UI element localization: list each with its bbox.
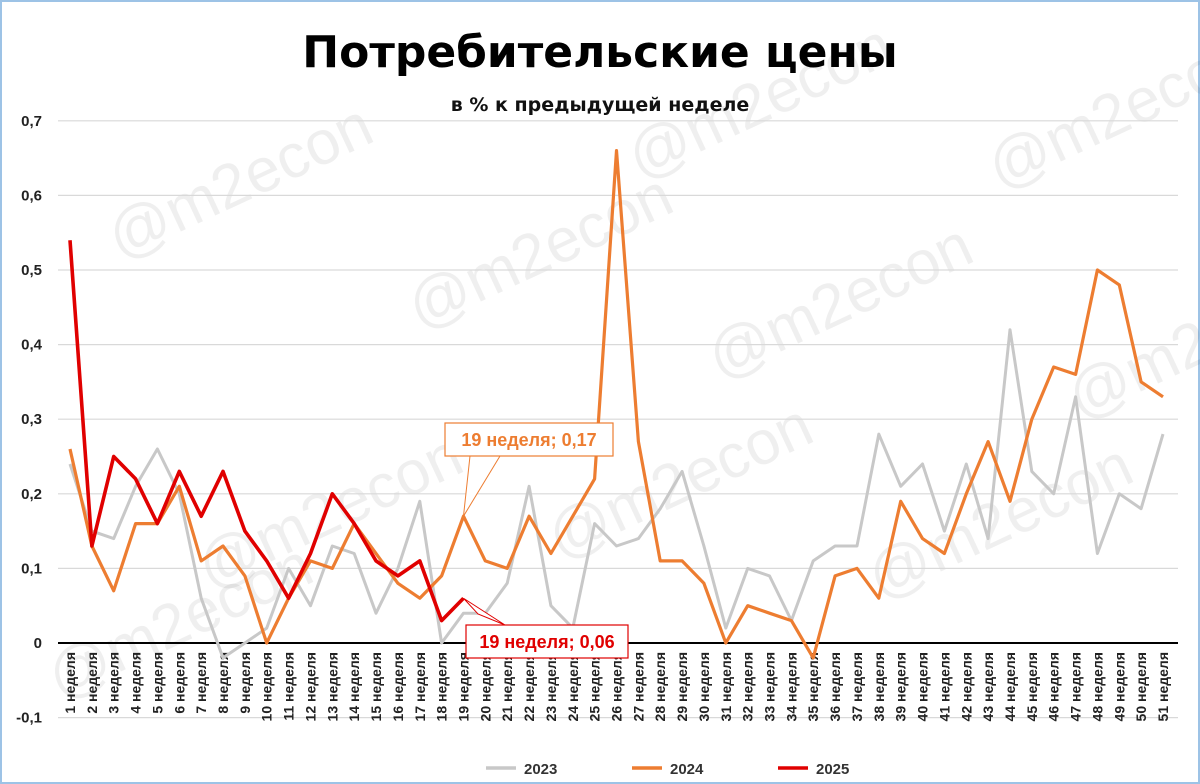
x-tick-label: 12 неделя	[302, 652, 318, 721]
x-tick-label: 50 неделя	[1133, 652, 1149, 721]
annotation-box	[444, 422, 614, 457]
annotation-box	[465, 624, 629, 659]
x-tick-label: 4 неделя	[128, 652, 144, 714]
x-tick-label: 38 неделя	[871, 652, 887, 721]
annotations: 19 неделя; 0,17 19 неделя; 0,06	[444, 422, 629, 659]
chart-title: Потребительские цены	[302, 27, 897, 78]
chart-subtitle: в % к предыдущей неделе	[451, 94, 750, 116]
x-tick-label: 21 неделя	[499, 652, 515, 721]
x-tick-label: 25 неделя	[587, 652, 603, 721]
x-tick-label: 24 неделя	[565, 652, 581, 721]
x-tick-label: 31 неделя	[718, 652, 734, 721]
annotation-2025: 19 неделя; 0,06	[463, 597, 629, 659]
x-tick-label: 34 неделя	[783, 652, 799, 721]
x-tick-label: 14 неделя	[346, 652, 362, 721]
x-tick-label: 8 неделя	[215, 652, 231, 714]
x-tick-label: 36 неделя	[827, 652, 843, 721]
watermark-text: @m2econ	[977, 20, 1200, 202]
x-tick-label: 2 неделя	[84, 652, 100, 714]
x-tick-label: 45 неделя	[1024, 652, 1040, 721]
x-tick-label: 26 неделя	[609, 652, 625, 721]
x-tick-label: 13 неделя	[324, 652, 340, 721]
x-tick-label: 27 неделя	[630, 652, 646, 721]
annotation-leader	[463, 597, 506, 626]
x-tick-label: 40 неделя	[915, 652, 931, 721]
watermark-text: @m2econ	[397, 160, 683, 342]
x-tick-label: 42 неделя	[958, 652, 974, 721]
x-tick-label: 33 неделя	[762, 652, 778, 721]
x-tick-label: 6 неделя	[171, 652, 187, 714]
y-tick-label: 0,4	[21, 337, 43, 354]
x-tick-label: 47 неделя	[1068, 652, 1084, 721]
annotation-2024: 19 неделя; 0,17	[444, 422, 614, 517]
legend-label: 2025	[816, 761, 849, 778]
x-tick-label: 37 неделя	[849, 652, 865, 721]
y-tick-label: 0,3	[21, 411, 42, 428]
y-tick-label: -0,1	[16, 710, 42, 727]
annotation-label: 19 неделя; 0,06	[479, 632, 614, 652]
y-tick-label: 0,2	[21, 486, 42, 503]
watermark-text: @m2econ	[537, 390, 823, 572]
y-tick-label: 0,7	[21, 113, 42, 130]
annotation-label: 19 неделя; 0,17	[461, 430, 596, 450]
series-2024	[68, 149, 1164, 660]
y-tick-label: 0,1	[21, 560, 42, 577]
x-tick-label: 7 неделя	[193, 652, 209, 714]
x-tick-label: 49 неделя	[1111, 652, 1127, 721]
x-tick-label: 10 неделя	[259, 652, 275, 721]
x-tick-label: 9 неделя	[237, 652, 253, 714]
x-tick-label: 29 неделя	[674, 652, 690, 721]
legend-item-2025: 2025	[778, 761, 849, 778]
x-tick-label: 39 неделя	[893, 652, 909, 721]
x-tick-label: 23 неделя	[543, 652, 559, 721]
x-tick-label: 15 неделя	[368, 652, 384, 721]
series-2025	[68, 240, 465, 623]
x-tick-label: 3 неделя	[106, 652, 122, 714]
x-tick-label: 11 неделя	[281, 652, 297, 721]
y-tick-label: 0	[34, 635, 42, 652]
legend-label: 2023	[524, 761, 557, 778]
x-tick-label: 41 неделя	[936, 652, 952, 721]
legend-item-2023: 2023	[486, 761, 557, 778]
x-tick-label: 44 неделя	[1002, 652, 1018, 721]
x-tick-label: 48 неделя	[1089, 652, 1105, 721]
legend-item-2024: 2024	[632, 761, 704, 778]
x-tick-label: 46 неделя	[1046, 652, 1062, 721]
x-tick-label: 32 неделя	[740, 652, 756, 721]
y-tick-label: 0,5	[21, 262, 42, 279]
y-axis-ticks: -0,1 0 0,1 0,2 0,3 0,4 0,5 0,6 0,7	[16, 113, 43, 727]
x-tick-label: 17 неделя	[412, 652, 428, 721]
x-tick-label: 51 неделя	[1155, 652, 1171, 721]
legend-label: 2024	[670, 761, 704, 778]
y-tick-label: 0,6	[21, 187, 42, 204]
x-tick-label: 19 неделя	[455, 652, 471, 721]
annotation-leader	[462, 455, 501, 517]
x-tick-label: 35 неделя	[805, 652, 821, 721]
x-tick-label: 28 неделя	[652, 652, 668, 721]
x-axis-ticks: 1 неделя 2 неделя 3 неделя 4 неделя 5 неделя…	[62, 652, 1171, 721]
x-tick-label: 43 неделя	[980, 652, 996, 721]
x-tick-label: 1 неделя	[62, 652, 78, 714]
x-tick-label: 20 неделя	[477, 652, 493, 721]
watermark-text: @m2econ	[97, 90, 383, 272]
watermark-text: @m2econ	[697, 210, 983, 392]
x-tick-label: 18 неделя	[434, 652, 450, 721]
x-tick-label: 30 неделя	[696, 652, 712, 721]
legend: 2023 2024 2025	[486, 761, 849, 778]
x-tick-label: 22 неделя	[521, 652, 537, 721]
x-tick-label: 16 неделя	[390, 652, 406, 721]
x-tick-label: 5 неделя	[149, 652, 165, 714]
series-lines	[68, 149, 1165, 660]
watermark-text: @m2econ	[857, 430, 1143, 612]
